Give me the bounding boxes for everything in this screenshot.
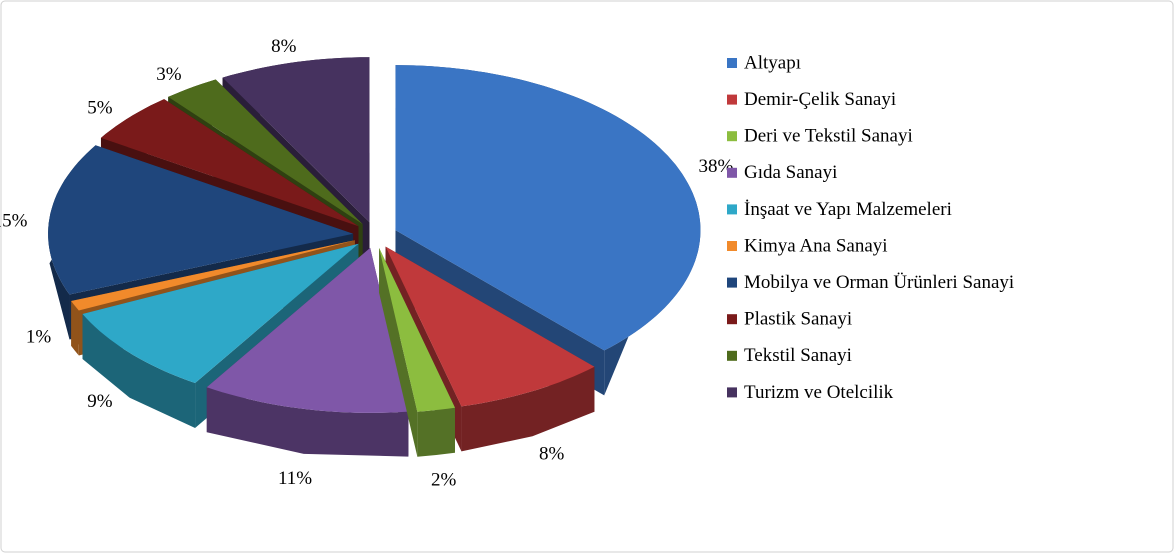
legend-swatch bbox=[727, 58, 737, 68]
slice-top bbox=[222, 57, 370, 223]
slice-side bbox=[71, 301, 79, 356]
slice-top bbox=[71, 240, 355, 311]
legend-label: Deri ve Tekstil Sanayi bbox=[744, 126, 913, 147]
data-label: 15% bbox=[0, 211, 28, 232]
data-label: 11% bbox=[278, 468, 312, 489]
slice-top bbox=[379, 247, 455, 412]
legend-label: Gıda Sanayi bbox=[744, 162, 837, 183]
slice-top bbox=[168, 79, 363, 225]
slice-top bbox=[82, 243, 359, 383]
pie bbox=[48, 57, 701, 457]
data-label: 38% bbox=[698, 156, 733, 177]
legend-label: Altyapı bbox=[744, 52, 801, 73]
legend-label: Kimya Ana Sanayi bbox=[744, 235, 888, 256]
slice-side bbox=[206, 387, 409, 457]
data-label: 5% bbox=[87, 97, 113, 118]
data-label: 8% bbox=[271, 36, 297, 57]
legend-swatch bbox=[727, 131, 737, 142]
slice-top bbox=[206, 247, 409, 413]
data-label: 3% bbox=[156, 64, 182, 85]
data-label: 9% bbox=[87, 391, 113, 412]
slice-side bbox=[379, 247, 418, 457]
legend-label: Demir-Çelik Sanayi bbox=[744, 89, 896, 110]
legend-label: Turizm ve Otelcilik bbox=[744, 382, 894, 403]
data-label: 8% bbox=[539, 444, 565, 465]
slice bbox=[206, 247, 409, 457]
slice-top bbox=[48, 145, 354, 295]
slice-top bbox=[395, 65, 701, 351]
legend-swatch bbox=[727, 167, 737, 178]
legend-swatch bbox=[727, 277, 737, 288]
data-label: 1% bbox=[26, 327, 52, 348]
legend: Altyapı Demir-Çelik Sanayi Deri ve Tekstil… bbox=[727, 52, 1014, 403]
legend-label: İnşaat ve Yapı Malzemeleri bbox=[744, 199, 952, 220]
legend-label: Mobilya ve Orman Ürünleri Sanayi bbox=[744, 272, 1014, 293]
legend-swatch bbox=[727, 94, 737, 105]
slice-top bbox=[385, 246, 595, 407]
data-labels: 38% 8% 2% 11% 9% 1% 15% 5% 3% 8% bbox=[0, 36, 733, 491]
slice-side bbox=[461, 366, 595, 452]
legend-label: Tekstil Sanayi bbox=[744, 345, 852, 366]
slice bbox=[379, 247, 455, 457]
slice-side bbox=[82, 314, 196, 428]
legend-swatch bbox=[727, 387, 737, 398]
legend-swatch bbox=[727, 314, 737, 325]
legend-swatch bbox=[727, 204, 737, 215]
legend-swatch bbox=[727, 350, 737, 361]
slice-side bbox=[417, 407, 455, 457]
legend-label: Plastik Sanayi bbox=[744, 309, 852, 330]
legend-swatch bbox=[727, 241, 737, 251]
data-label: 2% bbox=[431, 470, 457, 491]
slice-top bbox=[101, 99, 359, 227]
